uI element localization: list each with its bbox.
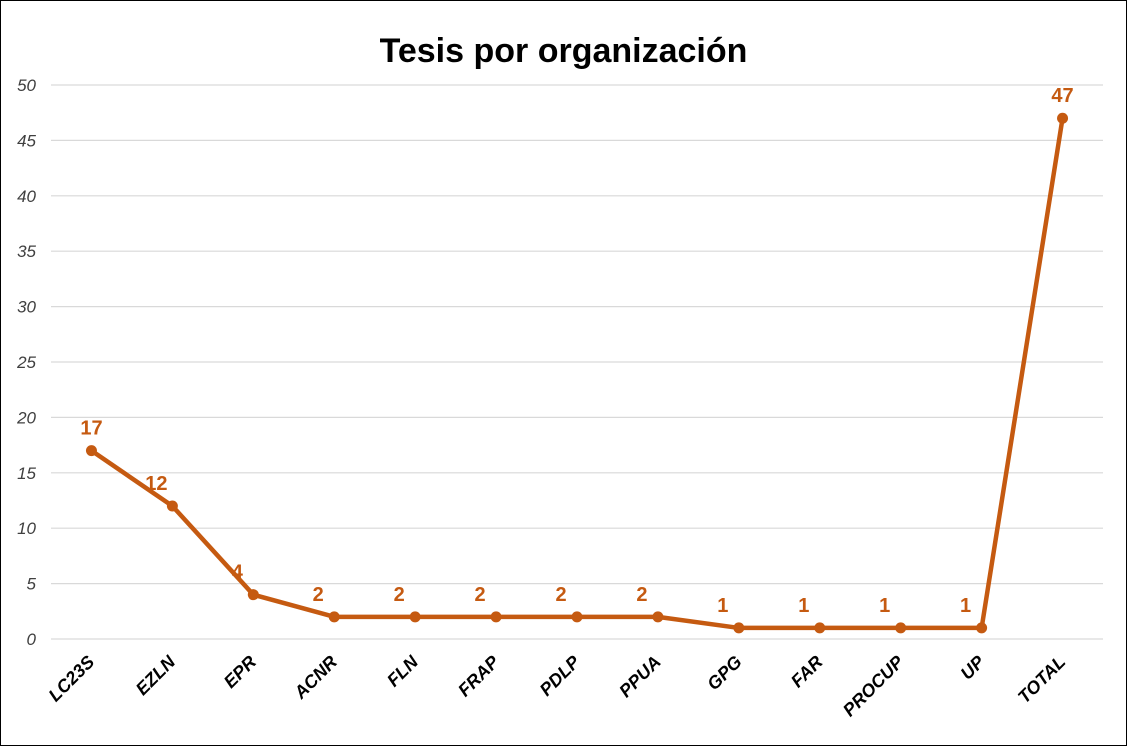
data-label-UP: 1 bbox=[960, 595, 971, 617]
x-tick-label-GPG: GPG bbox=[703, 652, 745, 694]
data-label-EPR: 4 bbox=[232, 562, 244, 584]
y-tick-label-50: 50 bbox=[17, 76, 36, 95]
y-tick-label-30: 30 bbox=[17, 298, 36, 317]
data-point-ACNR bbox=[328, 611, 340, 623]
x-tick-label-TOTAL: TOTAL bbox=[1014, 652, 1069, 707]
data-point-UP bbox=[976, 622, 988, 634]
data-point-PDLP bbox=[571, 611, 583, 623]
data-point-TOTAL bbox=[1057, 112, 1069, 124]
data-label-ACNR: 2 bbox=[313, 584, 324, 606]
data-point-EPR bbox=[247, 589, 259, 601]
x-tick-label-LC23S: LC23S bbox=[45, 652, 99, 706]
x-tick-label-UP: UP bbox=[957, 651, 990, 684]
series-line bbox=[89, 115, 1065, 631]
data-point-FAR bbox=[814, 622, 826, 634]
y-tick-label-0: 0 bbox=[27, 630, 37, 649]
x-tick-label-PROCUP: PROCUP bbox=[839, 651, 908, 720]
x-tick-label-EPR: EPR bbox=[220, 652, 260, 692]
chart-title: Tesis por organización bbox=[379, 32, 748, 70]
y-tick-label-20: 20 bbox=[16, 408, 36, 427]
x-tick-label-FAR: FAR bbox=[787, 652, 827, 692]
data-point-LC23S bbox=[85, 445, 97, 457]
x-tick-label-FLN: FLN bbox=[383, 651, 423, 691]
data-point-FRAP bbox=[490, 611, 502, 623]
x-tick-label-PDLP: PDLP bbox=[536, 651, 585, 700]
data-point-FLN bbox=[409, 611, 421, 623]
data-label-PPUA: 2 bbox=[636, 584, 647, 606]
data-point-PPUA bbox=[652, 611, 664, 623]
data-label-FRAP: 2 bbox=[475, 584, 486, 606]
data-point-EZLN bbox=[166, 500, 178, 512]
data-label-FLN: 2 bbox=[394, 584, 405, 606]
data-label-TOTAL: 47 bbox=[1051, 85, 1073, 107]
data-label-GPG: 1 bbox=[717, 595, 728, 617]
y-tick-label-35: 35 bbox=[17, 242, 36, 261]
data-label-LC23S: 17 bbox=[80, 418, 102, 440]
y-tick-label-40: 40 bbox=[17, 187, 36, 206]
data-label-EZLN: 12 bbox=[145, 473, 167, 495]
y-tick-label-25: 25 bbox=[16, 353, 36, 372]
x-tick-label-ACNR: ACNR bbox=[289, 652, 341, 704]
x-tick-label-EZLN: EZLN bbox=[132, 651, 180, 699]
x-tick-label-FRAP: FRAP bbox=[454, 651, 503, 700]
y-tick-label-10: 10 bbox=[17, 519, 36, 538]
data-point-GPG bbox=[733, 622, 745, 634]
data-label-FAR: 1 bbox=[798, 595, 809, 617]
data-point-PROCUP bbox=[895, 622, 907, 634]
data-label-PDLP: 2 bbox=[555, 584, 566, 606]
y-tick-label-15: 15 bbox=[17, 464, 36, 483]
data-label-PROCUP: 1 bbox=[879, 595, 890, 617]
y-tick-label-5: 5 bbox=[27, 575, 37, 594]
x-tick-label-PPUA: PPUA bbox=[615, 652, 665, 702]
y-tick-label-45: 45 bbox=[17, 131, 36, 150]
